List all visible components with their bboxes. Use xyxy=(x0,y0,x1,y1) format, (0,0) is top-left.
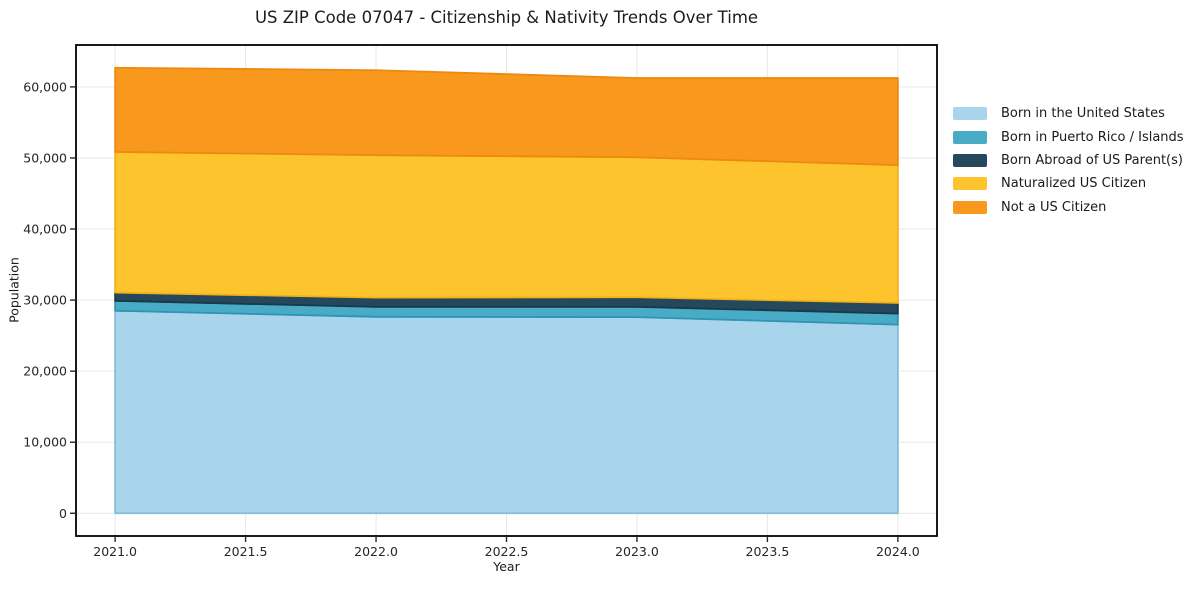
svg-text:2021.0: 2021.0 xyxy=(93,544,137,559)
legend-item: Not a US Citizen xyxy=(953,196,1184,219)
legend-label: Born Abroad of US Parent(s) xyxy=(1001,152,1183,168)
legend-item: Born in Puerto Rico / Islands xyxy=(953,125,1184,148)
svg-text:2021.5: 2021.5 xyxy=(224,544,268,559)
svg-text:30,000: 30,000 xyxy=(23,293,67,308)
legend-swatch-born-puerto-rico xyxy=(953,130,987,144)
legend-item: Born Abroad of US Parent(s) xyxy=(953,149,1184,172)
svg-text:20,000: 20,000 xyxy=(23,364,67,379)
legend-swatch-born-abroad xyxy=(953,153,987,167)
legend-label: Naturalized US Citizen xyxy=(1001,176,1147,192)
legend-swatch-naturalized xyxy=(953,177,987,191)
legend-label: Born in Puerto Rico / Islands xyxy=(1001,129,1184,145)
legend-label: Not a US Citizen xyxy=(1001,199,1107,215)
legend-swatch-born-in-us xyxy=(953,107,987,121)
legend-item: Born in the United States xyxy=(953,102,1184,125)
svg-text:2024.0: 2024.0 xyxy=(876,544,920,559)
legend-label: Born in the United States xyxy=(1001,106,1165,122)
svg-text:2023.5: 2023.5 xyxy=(746,544,790,559)
svg-text:60,000: 60,000 xyxy=(23,79,67,94)
svg-text:0: 0 xyxy=(59,506,67,521)
chart-title: US ZIP Code 07047 - Citizenship & Nativi… xyxy=(254,8,759,27)
svg-text:2022.5: 2022.5 xyxy=(485,544,529,559)
svg-text:10,000: 10,000 xyxy=(23,435,67,450)
legend: Born in the United States Born in Puerto… xyxy=(953,102,1184,219)
legend-swatch-not-citizen xyxy=(953,200,987,214)
svg-text:50,000: 50,000 xyxy=(23,150,67,165)
x-axis-label: Year xyxy=(493,559,520,574)
legend-item: Naturalized US Citizen xyxy=(953,172,1184,195)
svg-text:2023.0: 2023.0 xyxy=(615,544,659,559)
svg-text:40,000: 40,000 xyxy=(23,222,67,237)
svg-text:2022.0: 2022.0 xyxy=(354,544,398,559)
